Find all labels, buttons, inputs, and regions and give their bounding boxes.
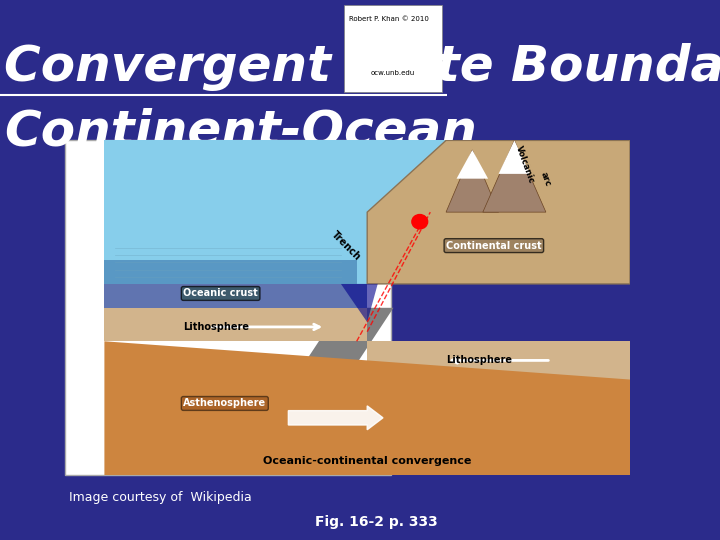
Circle shape <box>412 214 428 229</box>
Text: Lithosphere: Lithosphere <box>446 355 512 366</box>
Text: arc: arc <box>539 170 553 187</box>
Polygon shape <box>483 140 546 212</box>
Polygon shape <box>367 341 630 380</box>
Text: Oceanic crust: Oceanic crust <box>183 288 258 299</box>
Polygon shape <box>104 260 356 284</box>
Text: Trench: Trench <box>330 229 363 262</box>
Text: Continental crust: Continental crust <box>446 241 541 251</box>
Text: Continent-Ocean: Continent-Ocean <box>4 108 477 156</box>
FancyBboxPatch shape <box>65 140 391 475</box>
Polygon shape <box>262 308 394 427</box>
Text: Fig. 16-2 p. 333: Fig. 16-2 p. 333 <box>315 515 438 529</box>
Polygon shape <box>104 308 367 341</box>
Text: Image courtesy of  Wikipedia: Image courtesy of Wikipedia <box>69 491 252 504</box>
Polygon shape <box>341 284 378 322</box>
Text: Robert P. Khan © 2010: Robert P. Khan © 2010 <box>348 16 428 22</box>
Polygon shape <box>446 150 498 212</box>
Text: Convergent Plate Boundaries: Convergent Plate Boundaries <box>4 43 720 91</box>
FancyBboxPatch shape <box>344 5 442 92</box>
Text: Oceanic-continental convergence: Oceanic-continental convergence <box>263 456 472 466</box>
Text: Lithosphere: Lithosphere <box>183 322 249 332</box>
Text: Asthenosphere: Asthenosphere <box>183 399 266 408</box>
FancyArrow shape <box>288 406 383 430</box>
Polygon shape <box>104 284 367 308</box>
Polygon shape <box>367 140 630 284</box>
Polygon shape <box>104 140 630 284</box>
Polygon shape <box>456 150 488 179</box>
Text: ocw.unb.edu: ocw.unb.edu <box>371 70 415 76</box>
Text: Volcanic: Volcanic <box>514 144 536 184</box>
Polygon shape <box>498 140 530 174</box>
Polygon shape <box>104 341 630 475</box>
Polygon shape <box>104 284 367 308</box>
